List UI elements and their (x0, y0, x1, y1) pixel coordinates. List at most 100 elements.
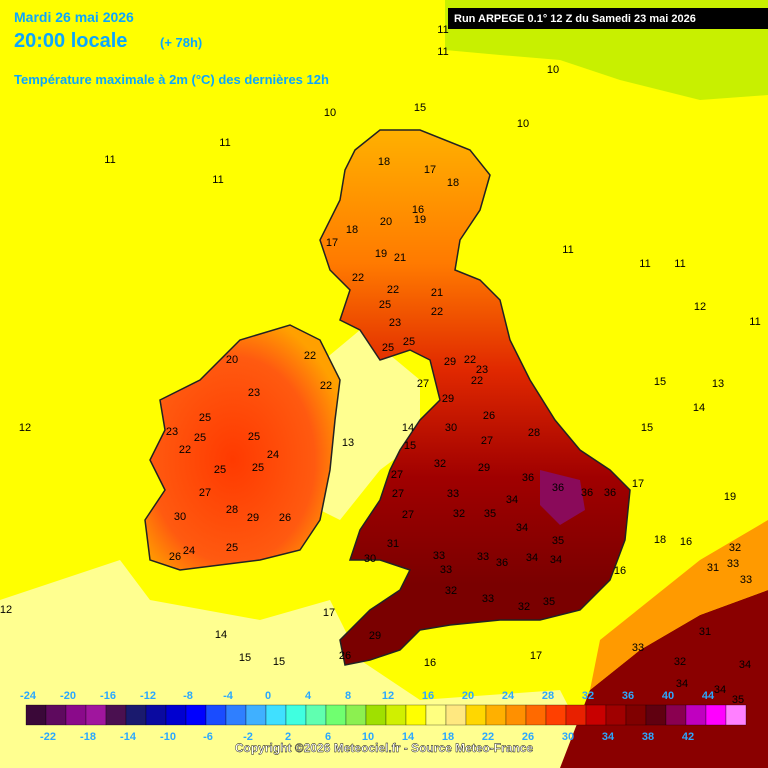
scale-tick-bottom: 38 (642, 731, 654, 743)
temperature-label: 34 (516, 522, 528, 534)
temperature-label: 20 (380, 216, 392, 228)
temperature-label: 11 (104, 154, 115, 166)
temperature-label: 22 (320, 380, 332, 392)
temperature-label: 32 (453, 508, 465, 520)
scale-tick-bottom: 14 (402, 731, 415, 743)
footer: Copyright ©2026 Meteociel.fr - Source Me… (235, 741, 534, 755)
temperature-label: 22 (304, 350, 316, 362)
france-coast (590, 520, 768, 690)
temperature-label: 11 (219, 137, 230, 149)
temperature-label: 11 (562, 244, 573, 256)
great-britain (319, 129, 631, 666)
temperature-label: 33 (477, 551, 489, 563)
lead: (+ 78h) (160, 35, 202, 50)
time: 20:00 locale (14, 30, 127, 52)
color-swatch (425, 704, 447, 726)
temperature-label: 22 (431, 306, 443, 318)
color-swatch (685, 704, 707, 726)
scale-tick-top: 8 (345, 690, 351, 702)
color-swatch (365, 704, 387, 726)
temperature-label: 16 (424, 657, 436, 669)
color-swatch (545, 704, 567, 726)
temperature-label: 23 (248, 387, 260, 399)
temperature-label: 35 (552, 535, 564, 547)
temperature-label: 10 (517, 118, 529, 130)
color-swatch (665, 704, 687, 726)
temperature-label: 16 (680, 536, 692, 548)
scale-tick-bottom: 42 (682, 731, 694, 743)
temperature-label: 15 (414, 102, 426, 114)
temperature-label: 10 (547, 64, 559, 76)
temperature-label: 33 (727, 558, 739, 570)
temperature-label: 14 (693, 402, 705, 414)
temperature-label: 34 (714, 684, 726, 696)
temperature-label: 18 (654, 534, 666, 546)
color-scale: -24 -20 -16 -12 -8 -4 0 4 8 12 16 20 24 28 32 36 40 44-22… (20, 690, 747, 743)
temperature-label: 32 (518, 601, 530, 613)
temperature-label: 35 (732, 694, 744, 706)
temperature-label: 33 (740, 574, 752, 586)
temperature-label: 34 (526, 552, 538, 564)
temperature-label: 31 (707, 562, 719, 574)
temperature-label: 25 (199, 412, 211, 424)
temperature-label: 27 (417, 378, 429, 390)
temperature-label: 36 (581, 487, 593, 499)
color-swatch (245, 704, 267, 726)
scale-tick-bottom: 2 (285, 731, 291, 743)
scale-tick-top: 12 (382, 690, 394, 702)
scale-tick-top: 16 (422, 690, 434, 702)
run-label: Run ARPEGE 0.1° 12 Z du Samedi 23 mai 20… (454, 13, 696, 25)
temperature-label: 34 (676, 678, 688, 690)
temperature-label: 33 (440, 564, 452, 576)
temperature-label: 27 (391, 469, 403, 481)
temperature-label: 11 (749, 316, 760, 328)
temperature-label: 15 (239, 652, 251, 664)
color-swatch (205, 704, 227, 726)
color-swatch (45, 704, 67, 726)
color-swatch (105, 704, 127, 726)
temperature-label: 35 (484, 508, 496, 520)
scale-tick-top: 44 (702, 690, 715, 702)
temperature-label: 27 (392, 488, 404, 500)
temperature-label: 27 (199, 487, 211, 499)
temperature-label: 27 (402, 509, 414, 521)
scale-tick-top: -20 (60, 690, 76, 702)
scale-tick-top: 32 (582, 690, 594, 702)
color-swatch (625, 704, 647, 726)
temperature-label: 25 (379, 299, 391, 311)
color-swatch (565, 704, 587, 726)
scale-tick-bottom: 26 (522, 731, 534, 743)
scale-tick-bottom: -14 (120, 731, 137, 743)
temperature-label: 22 (387, 284, 399, 296)
temperature-label: 25 (382, 342, 394, 354)
temperature-label: 34 (506, 494, 518, 506)
temperature-label: 11 (437, 46, 448, 58)
color-swatch (645, 704, 667, 726)
temperature-label: 10 (324, 107, 336, 119)
color-swatch (305, 704, 327, 726)
temperature-label: 14 (402, 422, 414, 434)
temperature-label: 29 (478, 462, 490, 474)
temperature-label: 17 (326, 237, 338, 249)
temperature-label: 25 (194, 432, 206, 444)
temperature-label: 29 (442, 393, 454, 405)
scale-tick-top: 20 (462, 690, 474, 702)
temperature-label: 26 (169, 551, 181, 563)
temperature-label: 25 (248, 431, 260, 443)
scale-tick-bottom: -22 (40, 731, 56, 743)
color-swatch (185, 704, 207, 726)
color-swatch (585, 704, 607, 726)
temperature-label: 30 (174, 511, 186, 523)
temperature-label: 32 (729, 542, 741, 554)
color-swatch (385, 704, 407, 726)
temperature-label: 23 (166, 426, 178, 438)
temperature-label: 12 (0, 604, 12, 616)
temperature-label: 16 (412, 204, 424, 216)
temperature-label: 11 (639, 258, 650, 270)
ireland (144, 324, 341, 571)
color-swatch (345, 704, 367, 726)
color-swatch (525, 704, 547, 726)
color-swatch (25, 704, 47, 726)
temperature-label: 26 (339, 650, 351, 662)
color-swatch (65, 704, 87, 726)
